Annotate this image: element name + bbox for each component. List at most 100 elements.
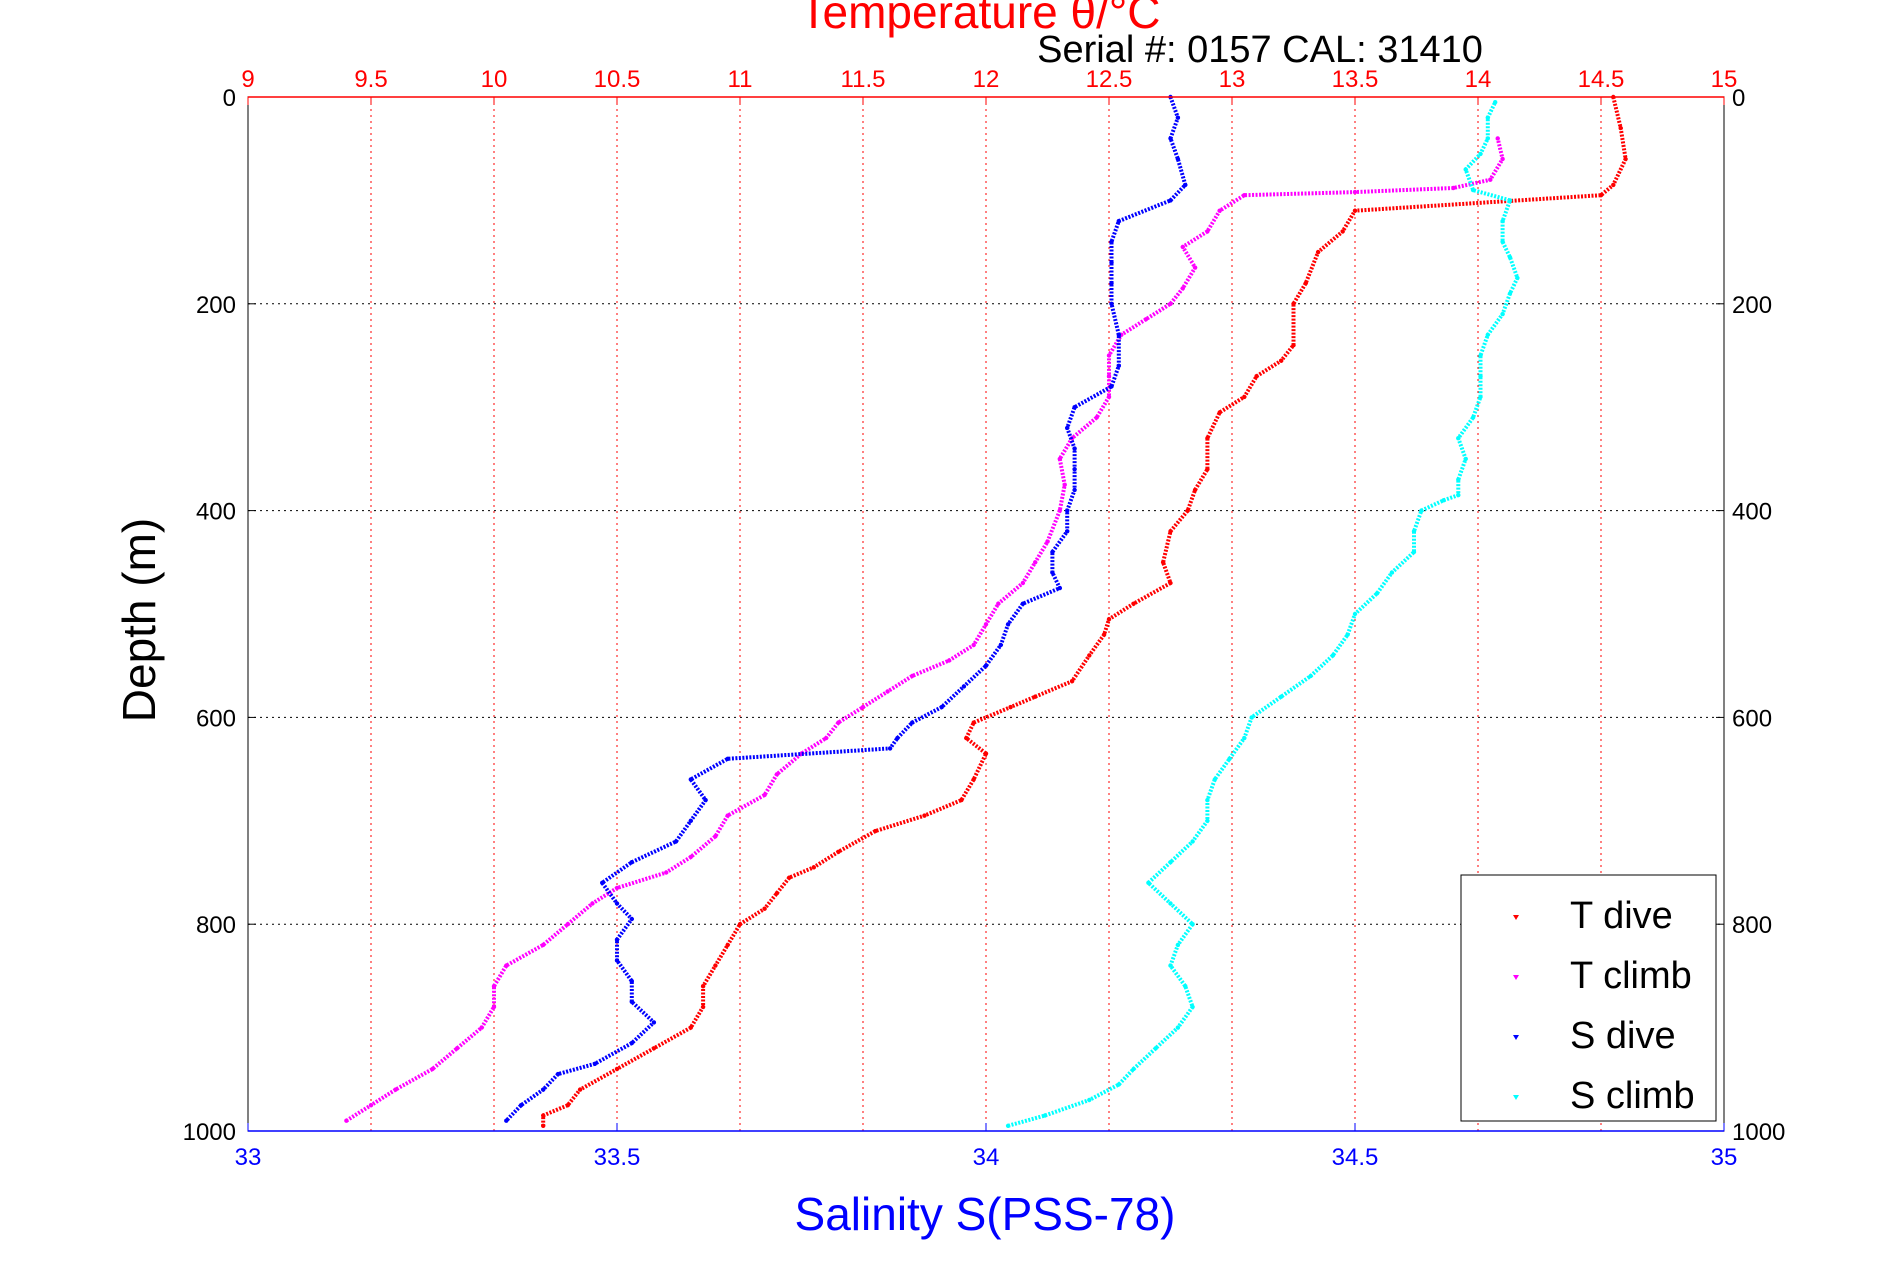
data-point — [1374, 591, 1380, 596]
data-point — [1389, 570, 1395, 575]
data-point — [344, 1118, 349, 1123]
salinity-tick-label: 33 — [235, 1144, 262, 1171]
data-point — [629, 1040, 634, 1046]
depth-tick-label-right: 1000 — [1732, 1119, 1785, 1146]
data-point — [1242, 394, 1247, 400]
data-point — [1175, 1025, 1181, 1030]
data-point — [725, 942, 730, 948]
data-point — [1291, 301, 1296, 306]
data-point — [1611, 182, 1616, 188]
data-point — [1485, 332, 1491, 337]
data-point — [1116, 218, 1122, 224]
data-point — [1109, 384, 1114, 389]
data-point — [1291, 343, 1296, 348]
data-point — [1008, 704, 1013, 710]
data-point — [873, 828, 878, 834]
data-point — [1330, 653, 1336, 658]
data-point — [629, 916, 634, 922]
temperature-tick-label: 14 — [1465, 66, 1492, 93]
data-point — [1168, 963, 1173, 968]
data-point — [1205, 797, 1210, 803]
data-point — [1618, 125, 1623, 131]
data-point — [1116, 363, 1122, 368]
data-point — [1485, 115, 1491, 120]
data-point — [1109, 239, 1114, 244]
data-point — [1033, 694, 1038, 699]
data-point — [1254, 374, 1259, 379]
data-point — [1180, 244, 1186, 250]
data-point — [1153, 1046, 1158, 1051]
data-point — [1057, 456, 1063, 462]
data-point — [910, 673, 915, 679]
data-point — [1072, 487, 1077, 493]
temperature-tick-label: 12.5 — [1086, 66, 1133, 93]
data-point — [1315, 249, 1321, 255]
data-point — [703, 797, 708, 803]
data-point — [1087, 653, 1092, 658]
data-point — [910, 720, 915, 725]
data-point — [713, 834, 718, 839]
data-point — [504, 1118, 509, 1123]
data-point — [1101, 632, 1107, 637]
data-point — [1131, 601, 1136, 606]
series-trace — [345, 137, 1505, 1123]
data-point — [971, 777, 976, 782]
data-point — [430, 1066, 435, 1072]
data-point — [774, 772, 780, 777]
temperature-tick-label: 15 — [1711, 66, 1738, 93]
data-point — [1192, 265, 1198, 270]
data-point — [1143, 317, 1149, 322]
legend-marker — [1513, 1035, 1519, 1040]
data-point — [836, 720, 841, 725]
data-point — [504, 963, 509, 968]
data-point — [614, 958, 620, 963]
data-point — [1160, 560, 1166, 565]
data-point — [1507, 291, 1513, 296]
data-point — [590, 901, 595, 906]
data-point — [1175, 115, 1181, 120]
data-point — [1168, 580, 1173, 586]
data-point — [1279, 358, 1284, 363]
data-point — [1500, 156, 1505, 162]
data-point — [651, 1046, 657, 1051]
data-point — [1045, 539, 1050, 544]
data-point — [1065, 529, 1070, 534]
data-point — [1175, 156, 1181, 162]
data-point — [983, 663, 989, 668]
data-point — [1065, 508, 1070, 513]
data-point — [541, 942, 546, 948]
data-point — [1352, 208, 1358, 213]
data-point — [1456, 436, 1461, 441]
data-point — [1419, 508, 1424, 513]
series-s-dive — [504, 94, 1188, 1123]
depth-tick-label: 800 — [196, 912, 236, 939]
data-point — [1109, 280, 1114, 286]
series-t-climb — [344, 136, 1505, 1123]
data-point — [688, 777, 693, 782]
data-point — [1020, 580, 1026, 586]
data-point — [518, 1103, 524, 1108]
data-point — [996, 601, 1001, 606]
data-point — [1072, 405, 1077, 410]
data-point — [1185, 508, 1190, 513]
series-s-climb — [1005, 100, 1520, 1129]
data-point — [1470, 187, 1476, 193]
depth-tick-label-right: 800 — [1732, 912, 1772, 939]
data-point — [1106, 374, 1112, 379]
data-point — [1463, 456, 1468, 462]
data-point — [823, 735, 829, 741]
data-point — [368, 1103, 374, 1108]
legend: T dive T climb S dive S climb — [1460, 874, 1717, 1122]
legend-label: T dive — [1570, 895, 1673, 937]
data-point — [1598, 193, 1604, 198]
data-point — [1050, 549, 1055, 555]
temperature-tick-label: 11.5 — [841, 66, 886, 93]
data-point — [688, 818, 693, 823]
data-point — [971, 720, 976, 725]
data-point — [1352, 611, 1358, 617]
data-point — [700, 984, 706, 989]
temperature-tick-label: 14.5 — [1578, 66, 1625, 93]
temperature-tick-label: 13 — [1219, 66, 1246, 93]
data-point — [614, 937, 620, 942]
chart-subtitle: Serial #: 0157 CAL: 31410 — [1037, 29, 1483, 71]
